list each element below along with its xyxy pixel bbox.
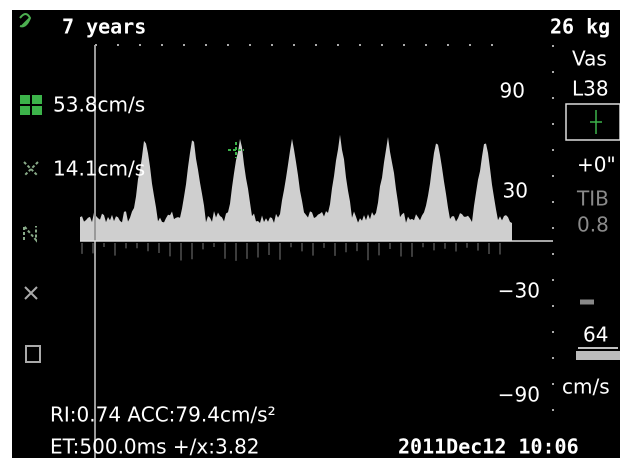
angle: +0": [577, 153, 616, 177]
indices: RI:0.74 ACC:79.4cm/s²: [50, 403, 276, 427]
trace-icon: [23, 223, 37, 243]
caliper-marker: [228, 142, 244, 158]
sample-gate-box: [565, 103, 620, 141]
delete-icon: [24, 286, 38, 300]
scale-label: 90: [500, 79, 525, 103]
unit: cm/s: [562, 375, 610, 399]
end-velocity: 14.1cm/s: [53, 157, 145, 181]
age: 7 years: [62, 15, 146, 39]
datetime: 2011Dec12 10:06: [398, 435, 579, 458]
screen-content: 7 years 26 kg 53.8cm/s 14.1cm/s 90 30 −3…: [19, 13, 620, 458]
weight: 26 kg: [550, 15, 610, 39]
probe: L38: [572, 77, 609, 101]
sample-gate: [590, 110, 602, 134]
velocity-icon-grid: [20, 95, 42, 115]
waveform-fill: [80, 134, 512, 241]
scale-label: 30: [503, 179, 528, 203]
cross-icon: [23, 161, 39, 177]
scale-label: −30: [498, 279, 540, 303]
calculator-icon: [25, 345, 41, 363]
doppler-waveform: [80, 134, 512, 261]
index-label: TIB: [576, 187, 609, 211]
peak-velocity: 53.8cm/s: [53, 93, 145, 117]
index-value: 0.8: [577, 213, 609, 237]
timing: ET:500.0ms +/x:3.82: [50, 435, 260, 458]
logo-icon: [19, 13, 32, 28]
scale-label: −90: [498, 383, 540, 407]
preset: Vas: [572, 47, 607, 71]
gain: 64: [583, 323, 608, 347]
gain-bar: [576, 351, 620, 360]
